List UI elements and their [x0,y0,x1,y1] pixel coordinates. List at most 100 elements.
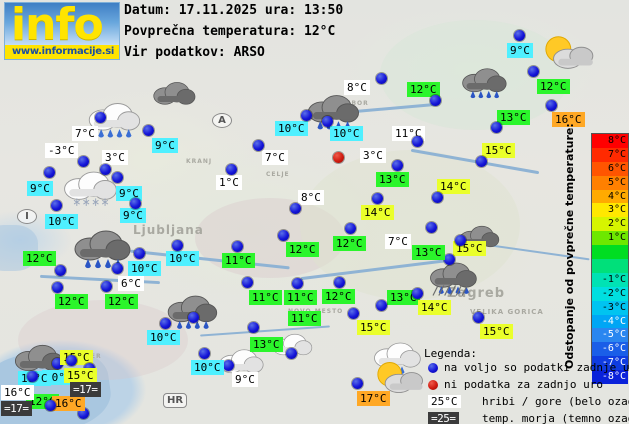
station-dot[interactable] [455,235,466,246]
station-dot[interactable] [172,240,183,251]
station-dot[interactable] [444,254,455,265]
temperature-label[interactable]: 10°C [147,330,180,345]
station-dot[interactable] [476,156,487,167]
station-dot[interactable] [473,312,484,323]
station-dot[interactable] [55,265,66,276]
station-dot[interactable] [44,167,55,178]
station-dot[interactable] [376,73,387,84]
station-dot[interactable] [352,378,363,389]
station-dot[interactable] [412,288,423,299]
station-dot[interactable] [290,203,301,214]
temperature-label[interactable]: 10°C [275,121,308,136]
station-dot[interactable] [286,348,297,359]
temperature-label[interactable]: 12°C [322,289,355,304]
station-dot[interactable] [334,277,345,288]
station-dot[interactable] [412,136,423,147]
station-dot[interactable] [226,164,237,175]
temperature-label[interactable]: 10°C [45,214,78,229]
station-dot[interactable] [188,312,199,323]
station-dot[interactable] [301,110,312,121]
station-dot[interactable] [232,241,243,252]
station-dot-no-data[interactable] [333,152,344,163]
station-dot[interactable] [491,122,502,133]
station-dot[interactable] [278,230,289,241]
station-dot[interactable] [52,358,63,369]
temperature-label[interactable]: 15°C [480,324,513,339]
temperature-label[interactable]: 3°C [102,150,128,165]
sea-temperature-label[interactable]: =17= [1,401,32,416]
temperature-label[interactable]: 13°C [376,172,409,187]
station-dot[interactable] [426,222,437,233]
temperature-label[interactable]: 3°C [360,148,386,163]
temperature-label[interactable]: 16°C [552,112,585,127]
station-dot[interactable] [376,300,387,311]
temperature-label[interactable]: 14°C [437,179,470,194]
temperature-label[interactable]: 12°C [55,294,88,309]
temperature-label[interactable]: 12°C [537,79,570,94]
station-dot[interactable] [348,308,359,319]
station-dot[interactable] [223,360,234,371]
temperature-label[interactable]: 12°C [105,294,138,309]
temperature-label[interactable]: 10°C [330,126,363,141]
station-dot[interactable] [248,322,259,333]
station-dot[interactable] [101,281,112,292]
temperature-label[interactable]: 15°C [357,320,390,335]
temperature-label[interactable]: -3°C [45,143,78,158]
station-dot[interactable] [242,277,253,288]
temperature-label[interactable]: 11°C [284,290,317,305]
station-dot[interactable] [322,116,333,127]
temperature-label[interactable]: 15°C [482,143,515,158]
station-dot[interactable] [514,30,525,41]
temperature-label[interactable]: 11°C [249,290,282,305]
temperature-label[interactable]: 12°C [286,242,319,257]
temperature-label[interactable]: 12°C [333,236,366,251]
temperature-label[interactable]: 12°C [407,82,440,97]
station-dot[interactable] [253,140,264,151]
temperature-label[interactable]: 15°C [64,368,97,383]
station-dot[interactable] [45,400,56,411]
temperature-label[interactable]: 11°C [288,311,321,326]
station-dot[interactable] [392,160,403,171]
station-dot[interactable] [51,200,62,211]
temperature-label[interactable]: 7°C [262,150,288,165]
temperature-label[interactable]: 6°C [118,276,144,291]
station-dot[interactable] [112,172,123,183]
temperature-label[interactable]: 11°C [222,253,255,268]
temperature-label[interactable]: 10°C [191,360,224,375]
temperature-label[interactable]: 14°C [361,205,394,220]
temperature-label[interactable]: 9°C [152,138,178,153]
station-dot[interactable] [199,348,210,359]
station-dot[interactable] [130,198,141,209]
temperature-label[interactable]: 16°C [1,385,34,400]
temperature-label[interactable]: 8°C [344,80,370,95]
station-dot[interactable] [95,112,106,123]
temperature-label[interactable]: 9°C [507,43,533,58]
temperature-label[interactable]: 10°C [128,261,161,276]
temperature-label[interactable]: 12°C [23,251,56,266]
station-dot[interactable] [546,100,557,111]
temperature-label[interactable]: 13°C [250,337,283,352]
station-dot[interactable] [292,278,303,289]
temperature-label[interactable]: 8°C [298,190,324,205]
station-dot[interactable] [345,223,356,234]
site-logo[interactable]: info www.informacije.si [4,2,120,60]
temperature-label[interactable]: 14°C [418,300,451,315]
temperature-label[interactable]: 17°C [357,391,390,406]
station-dot[interactable] [78,408,89,419]
station-dot[interactable] [430,95,441,106]
temperature-label[interactable]: 7°C [72,126,98,141]
temperature-label[interactable]: 13°C [387,290,420,305]
station-dot[interactable] [432,192,443,203]
station-dot[interactable] [112,263,123,274]
station-dot[interactable] [372,193,383,204]
station-dot[interactable] [52,282,63,293]
station-dot[interactable] [143,125,154,136]
station-dot[interactable] [66,355,77,366]
sea-temperature-label[interactable]: =17= [70,382,101,397]
temperature-label[interactable]: 7°C [385,234,411,249]
station-dot[interactable] [528,66,539,77]
temperature-label[interactable]: 16°C [52,396,85,411]
temperature-label[interactable]: 10°C [166,251,199,266]
temperature-label[interactable]: 9°C [27,181,53,196]
station-dot[interactable] [78,156,89,167]
